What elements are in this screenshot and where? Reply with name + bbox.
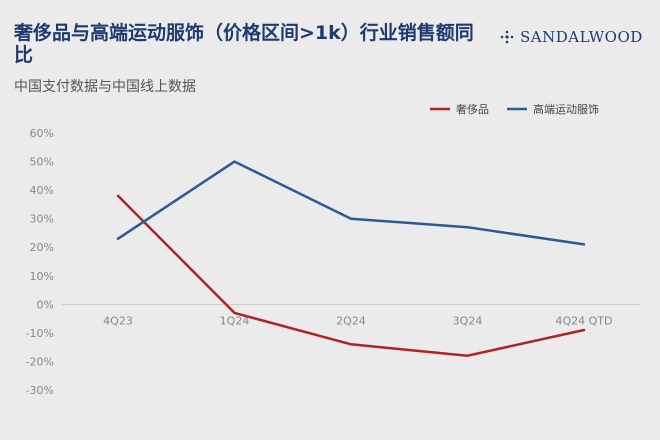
chart-title: 奢侈品与高端运动服饰（价格区间>1k）行业销售额同比	[14, 22, 474, 66]
y-tick-label: -30%	[26, 384, 54, 397]
sandalwood-logo-icon	[500, 30, 514, 44]
x-tick-label: 1Q24	[220, 314, 250, 327]
y-tick-label: -10%	[26, 327, 54, 340]
legend-label: 高端运动服饰	[533, 102, 599, 116]
y-tick-label: 60%	[30, 127, 54, 140]
legend-label: 奢侈品	[456, 102, 489, 116]
y-tick-label: 50%	[30, 156, 54, 169]
chart-subtitle: 中国支付数据与中国线上数据	[14, 79, 196, 95]
legend: 奢侈品 高端运动服饰	[430, 102, 599, 116]
y-axis: 60% 50% 40% 30% 20% 10% 0% -10% -20% -30%	[26, 127, 54, 397]
series-line-0	[116, 194, 586, 357]
y-tick-label: 20%	[30, 241, 54, 254]
y-tick-label: 10%	[30, 270, 54, 283]
y-tick-label: 40%	[30, 184, 54, 197]
x-tick-label: 3Q24	[453, 314, 483, 327]
brand-name: SANDALWOOD	[520, 28, 643, 46]
y-tick-label: -20%	[26, 355, 54, 368]
y-tick-label: 30%	[30, 213, 54, 226]
x-tick-label: 2Q24	[336, 314, 366, 327]
y-tick-label: 0%	[37, 298, 54, 311]
x-tick-label: 4Q23	[103, 314, 133, 327]
x-tick-label: 4Q24 QTD	[556, 314, 613, 327]
brand-logo: SANDALWOOD	[500, 28, 643, 46]
series-line-1	[116, 160, 586, 246]
series-lines	[116, 160, 586, 357]
x-axis: 4Q23 1Q24 2Q24 3Q24 4Q24 QTD	[62, 303, 640, 327]
